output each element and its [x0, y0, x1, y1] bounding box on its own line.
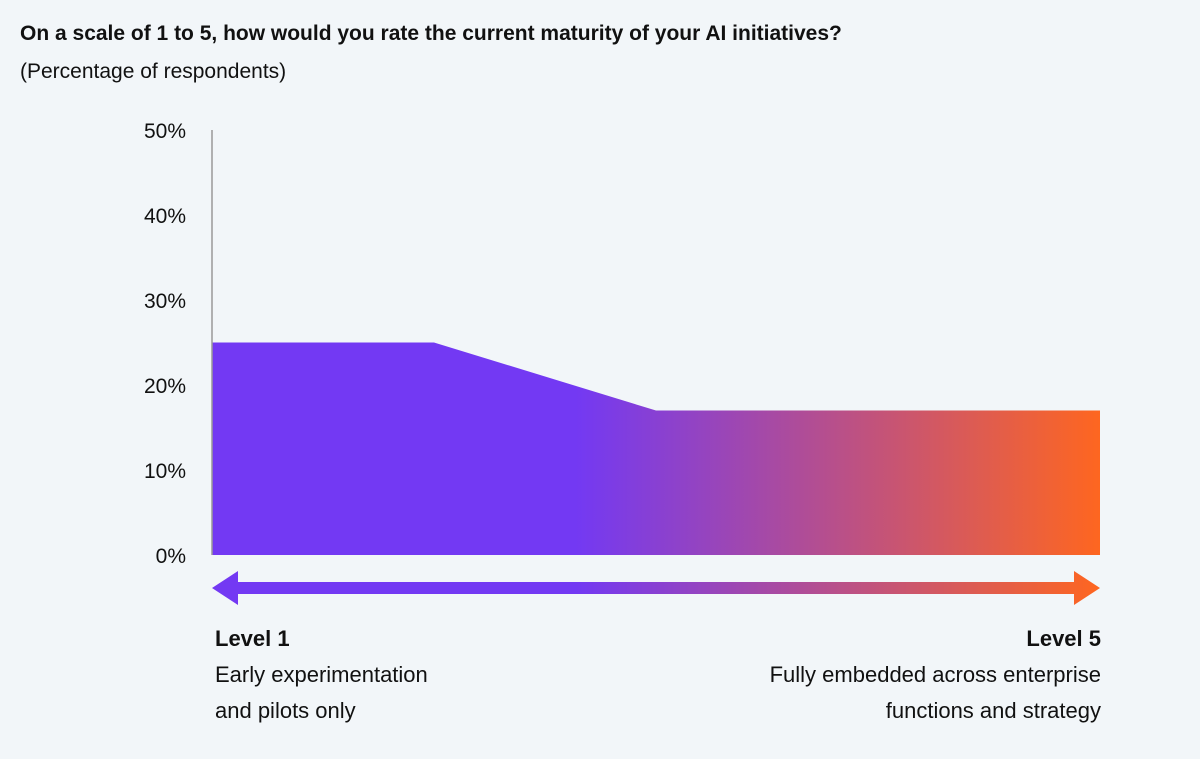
category-description: functions and strategy [886, 698, 1101, 723]
category-description: Fully embedded across enterprise [770, 662, 1101, 687]
chart-title: On a scale of 1 to 5, how would you rate… [20, 22, 842, 45]
x-tick-label: Level 1 [215, 626, 290, 651]
y-tick-label: 30% [144, 290, 186, 313]
x-tick-label: Level 5 [1026, 626, 1101, 651]
y-tick-label: 40% [144, 205, 186, 228]
area [212, 342, 1100, 555]
chart-subtitle: (Percentage of respondents) [20, 60, 286, 83]
y-tick-label: 0% [156, 545, 186, 568]
y-tick-label: 20% [144, 375, 186, 398]
scale-arrow [212, 571, 1100, 605]
y-tick-label: 10% [144, 460, 186, 483]
category-description: Early experimentation [215, 662, 428, 687]
category-description: and pilots only [215, 698, 356, 723]
y-tick-label: 50% [144, 120, 186, 143]
